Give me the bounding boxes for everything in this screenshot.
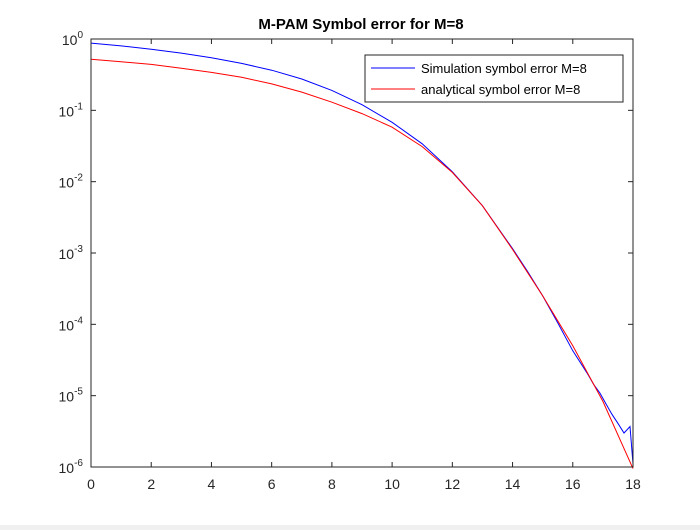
y-tick-exponent: -2 [74, 173, 83, 184]
x-tick-label: 18 [625, 476, 641, 492]
legend-label-0: Simulation symbol error M=8 [421, 61, 587, 76]
y-tick-label: 10-5 [59, 387, 84, 405]
x-tick-label: 10 [384, 476, 400, 492]
y-tick-label: 10-2 [59, 173, 84, 191]
y-tick-base: 10 [59, 175, 75, 191]
plot-area [90, 38, 634, 469]
y-tick-base: 10 [59, 460, 75, 476]
y-tick-base: 10 [59, 317, 75, 333]
y-tick-label: 100 [62, 30, 84, 48]
ticks-layer: 0 2 4 6 8 10 12 14 16 1810-610-510-410-310-210-11… [59, 30, 641, 492]
y-tick-label: 10-4 [59, 315, 84, 333]
y-tick-label: 10-6 [59, 458, 84, 476]
y-tick-exponent: -4 [74, 315, 83, 326]
x-tick-label: 0 [87, 476, 95, 492]
legend-box [364, 54, 624, 103]
x-tick-label: 2 [147, 476, 155, 492]
x-tick-label: 8 [328, 476, 336, 492]
series-layer [90, 42, 634, 469]
x-tick-label: 4 [208, 476, 216, 492]
x-tick-label: 14 [505, 476, 521, 492]
legend-label-1: analytical symbol error M=8 [421, 82, 580, 97]
y-tick-base: 10 [59, 103, 75, 119]
y-tick-base: 10 [59, 389, 75, 405]
y-tick-exponent: -1 [74, 101, 83, 112]
y-tick-label: 10-1 [59, 101, 84, 119]
x-tick-label: 6 [268, 476, 276, 492]
x-tick-label: 12 [445, 476, 461, 492]
series-line-1 [90, 58, 634, 469]
chart-title: M-PAM Symbol error for M=8 [258, 16, 463, 33]
y-tick-exponent: 0 [77, 30, 83, 41]
plot-background [91, 39, 633, 467]
y-tick-exponent: -5 [74, 387, 83, 398]
y-tick-base: 10 [59, 246, 75, 262]
y-tick-exponent: -3 [74, 244, 83, 255]
y-tick-base: 10 [62, 32, 78, 48]
legend[interactable]: Simulation symbol error M=8 analytical sy… [364, 54, 624, 103]
y-tick-label: 10-3 [59, 244, 84, 262]
x-tick-label: 16 [565, 476, 581, 492]
y-tick-exponent: -6 [74, 458, 83, 469]
